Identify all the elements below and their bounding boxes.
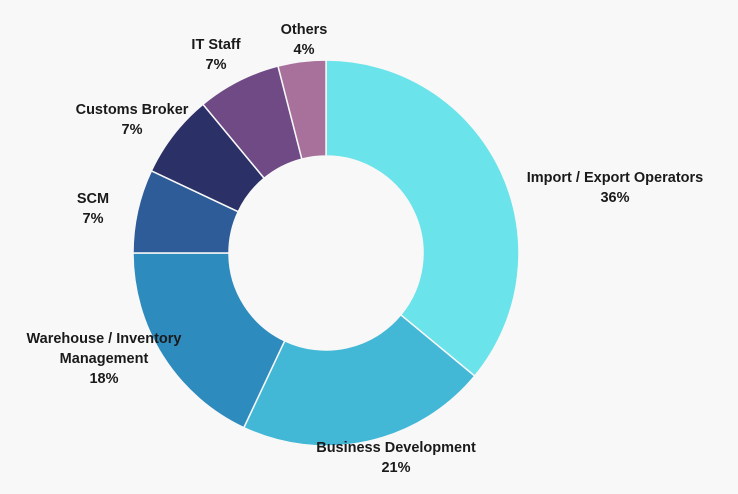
value-label-business-development: 21% — [381, 460, 410, 476]
value-label-import-export-operators: 36% — [600, 190, 629, 206]
category-label-warehouse-inventory-management: Management — [60, 351, 149, 367]
category-label-business-development: Business Development — [316, 440, 476, 456]
value-label-customs-broker: 7% — [122, 122, 143, 138]
slices-group — [132, 59, 520, 447]
category-label-customs-broker: Customs Broker — [76, 102, 189, 118]
category-label-it-staff: IT Staff — [191, 37, 240, 53]
slice-others — [277, 59, 327, 160]
labels-group: Import / Export Operators 36% Business Dev… — [27, 22, 704, 476]
value-label-others: 4% — [294, 42, 315, 58]
value-label-warehouse-inventory-management: 18% — [89, 371, 118, 387]
slice-business-development — [242, 313, 476, 447]
slice-warehouse-inventory-management — [132, 252, 286, 429]
slice-import-export-operators — [325, 59, 520, 378]
category-label-scm: SCM — [77, 191, 109, 207]
value-label-scm: 7% — [83, 211, 104, 227]
category-label-warehouse-inventory-management: Warehouse / Inventory — [27, 331, 182, 347]
category-label-others: Others — [281, 22, 328, 38]
category-label-import-export-operators: Import / Export Operators — [527, 170, 703, 186]
value-label-it-staff: 7% — [206, 57, 227, 73]
